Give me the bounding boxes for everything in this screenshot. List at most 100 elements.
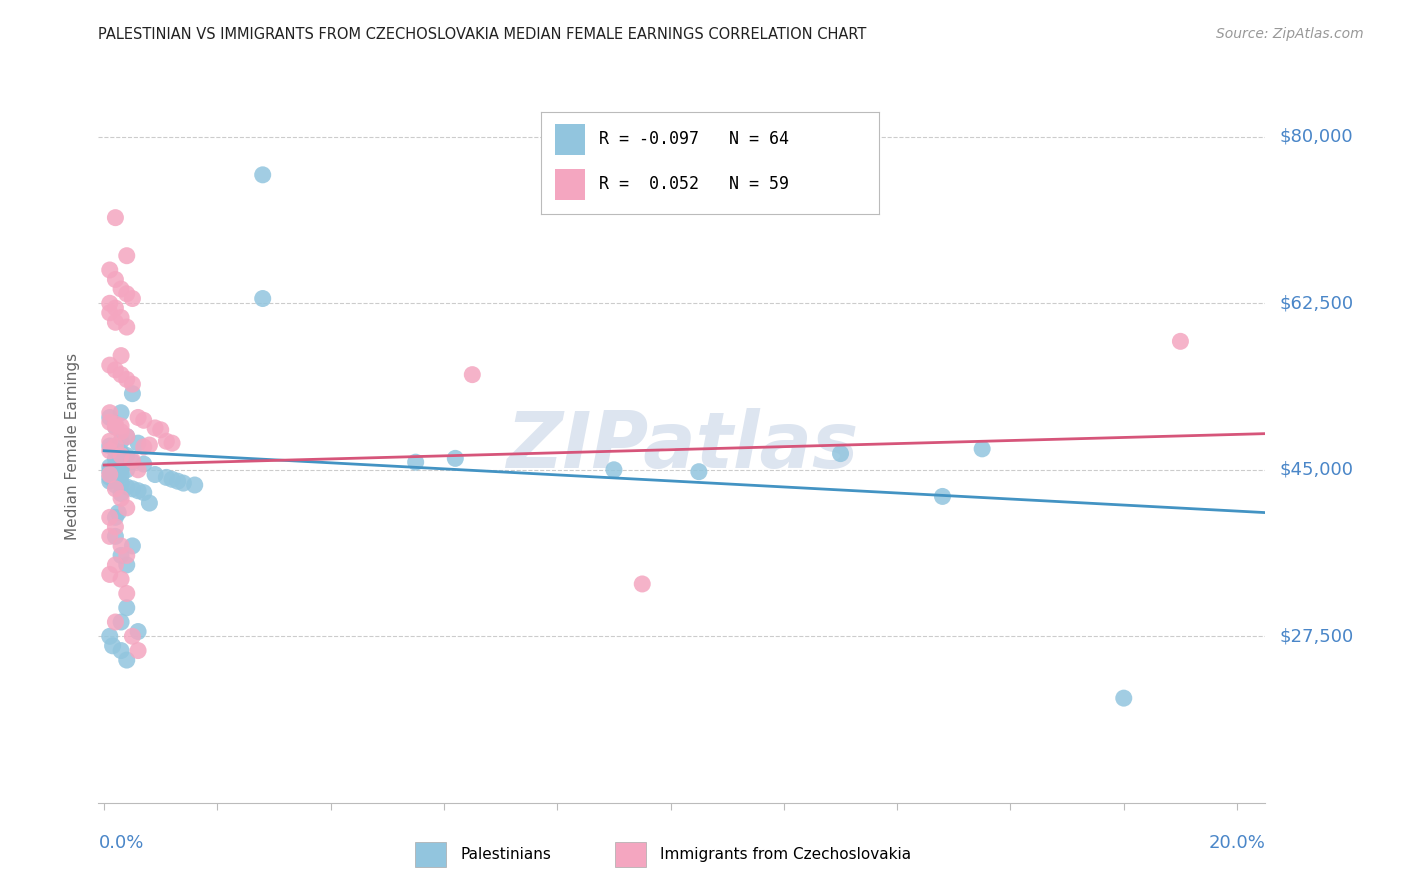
Point [107,506,129,520]
Point [110,425,132,439]
Point [110,549,132,563]
Point [104,439,127,453]
Point [98,263,121,277]
Point [405,455,427,469]
Point [98,439,121,453]
Point [98,443,121,458]
Point [1112,691,1135,706]
Point [110,476,132,491]
Point [98,629,121,643]
Point [98,467,121,482]
Point [121,482,143,496]
Point [155,470,177,484]
Point [127,624,149,639]
Point [155,434,177,449]
Point [603,463,626,477]
Point [160,472,183,486]
Point [110,491,132,506]
Point [115,286,138,301]
Point [110,453,132,467]
Point [110,368,132,382]
Point [166,474,188,488]
Point [115,463,138,477]
Point [115,429,138,443]
Point [110,462,132,476]
Text: ZIPatlas: ZIPatlas [506,408,858,484]
Point [115,653,138,667]
Point [830,447,852,461]
Point [110,643,132,657]
Point [110,539,132,553]
Point [1170,334,1192,349]
Point [132,413,155,427]
Point [104,315,127,329]
Point [104,529,127,543]
Point [110,449,132,463]
Point [115,500,138,515]
Point [121,455,143,469]
Point [115,480,138,494]
Point [115,372,138,386]
Point [132,485,155,500]
Point [115,600,138,615]
Point [631,577,654,591]
Point [115,558,138,572]
Point [104,451,127,466]
Text: $27,500: $27,500 [1279,627,1354,645]
Point [115,429,138,443]
Point [132,440,155,454]
Point [110,615,132,629]
Text: 0.0%: 0.0% [98,834,143,852]
Text: 20.0%: 20.0% [1209,834,1265,852]
Point [104,615,127,629]
Text: $62,500: $62,500 [1279,294,1354,312]
Point [104,482,127,496]
Text: $80,000: $80,000 [1279,128,1353,145]
Point [172,476,194,491]
Point [252,168,274,182]
Point [110,445,132,459]
Point [104,461,127,475]
Text: $45,000: $45,000 [1279,461,1354,479]
Bar [555,124,585,154]
Point [121,629,143,643]
Point [98,296,121,310]
Point [98,529,121,543]
Point [110,486,132,500]
Point [252,292,274,306]
Point [143,421,166,435]
Point [104,558,127,572]
Point [104,478,127,492]
Text: PALESTINIAN VS IMMIGRANTS FROM CZECHOSLOVAKIA MEDIAN FEMALE EARNINGS CORRELATION: PALESTINIAN VS IMMIGRANTS FROM CZECHOSLO… [98,27,866,42]
Point [101,639,124,653]
Text: Immigrants from Czechoslovakia: Immigrants from Czechoslovakia [661,847,911,862]
Y-axis label: Median Female Earnings: Median Female Earnings [65,352,80,540]
Point [127,410,149,425]
Point [121,377,143,392]
Point [104,211,127,225]
Point [110,282,132,296]
Point [115,320,138,334]
Point [98,510,121,524]
Point [461,368,484,382]
Point [149,423,172,437]
Point [127,643,149,657]
Point [143,467,166,482]
Point [444,451,467,466]
Point [931,490,953,504]
Point [98,474,121,488]
Point [98,410,121,425]
Point [127,483,149,498]
Text: R =  0.052   N = 59: R = 0.052 N = 59 [599,176,789,194]
Point [98,415,121,429]
Point [104,417,127,431]
Point [115,549,138,563]
Point [110,434,132,449]
Point [98,567,121,582]
Point [104,467,127,481]
Point [183,478,205,492]
Point [110,458,132,473]
Point [104,363,127,377]
Point [121,386,143,401]
Point [110,406,132,420]
